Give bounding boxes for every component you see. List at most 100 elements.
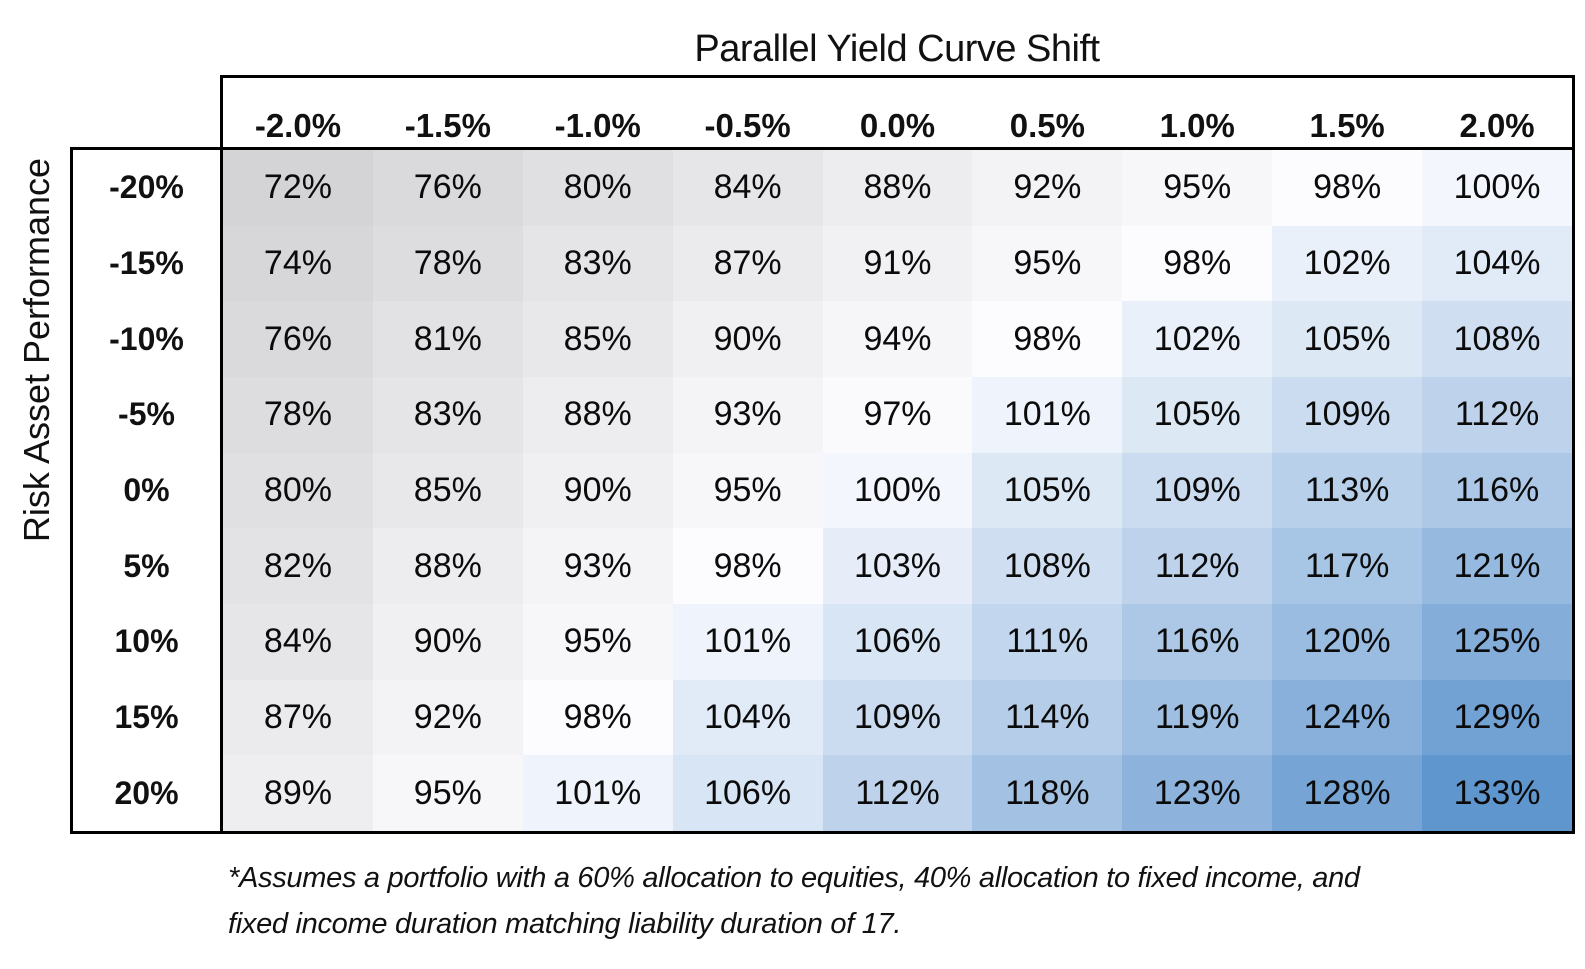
heatmap-cell: 92% xyxy=(372,679,523,756)
heatmap-cell: 91% xyxy=(822,225,973,302)
heatmap-cell: 109% xyxy=(822,679,973,756)
heatmap-cell: 112% xyxy=(1122,528,1273,604)
heatmap-cell: 95% xyxy=(672,452,823,529)
heatmap-cell: 98% xyxy=(1272,150,1423,226)
heatmap-cell: 95% xyxy=(522,603,673,680)
heatmap-cell: 87% xyxy=(672,225,823,302)
column-header-row: -2.0% -1.5% -1.0% -0.5% 0.0% 0.5% 1.0% 1.5% 2.0% xyxy=(220,75,1575,150)
heatmap-cell: 100% xyxy=(1422,150,1572,226)
heatmap-cell: 74% xyxy=(223,225,373,302)
heatmap-cell: 124% xyxy=(1272,679,1423,756)
heatmap-cell: 97% xyxy=(822,376,973,453)
column-header: -2.0% xyxy=(254,107,342,144)
heatmap-cell: 109% xyxy=(1122,452,1273,529)
heatmap-cell: 105% xyxy=(1122,376,1273,453)
footnote-line-2: fixed income duration matching liability… xyxy=(228,908,902,940)
heatmap-cell: 108% xyxy=(972,528,1123,604)
column-header: -1.0% xyxy=(554,107,641,144)
heatmap-cell: 81% xyxy=(372,301,523,377)
heatmap-cell: 119% xyxy=(1122,679,1273,756)
heatmap-cell: 125% xyxy=(1422,603,1572,680)
heatmap-cell: 100% xyxy=(822,452,973,529)
heatmap-cell: 76% xyxy=(372,150,523,226)
heatmap-cell: 78% xyxy=(372,225,523,302)
heatmap-cell: 102% xyxy=(1122,301,1273,377)
heatmap-cell: 72% xyxy=(223,150,373,226)
heatmap-cell: 93% xyxy=(672,376,823,453)
chart-title: Parallel Yield Curve Shift xyxy=(694,28,1100,70)
heatmap-cell: 104% xyxy=(1422,225,1572,302)
column-header: -0.5% xyxy=(704,107,791,144)
heatmap-cell: 106% xyxy=(822,603,973,680)
heatmap-cell: 102% xyxy=(1272,225,1423,302)
column-header: -1.5% xyxy=(404,107,491,144)
column-header: 1.0% xyxy=(1159,107,1235,144)
heatmap-cell: 80% xyxy=(223,452,373,529)
heatmap-cell: 105% xyxy=(972,452,1123,529)
heatmap-cell: 113% xyxy=(1272,452,1423,529)
heatmap-cell: 83% xyxy=(372,376,523,453)
heatmap-cell: 116% xyxy=(1422,452,1572,529)
heatmap-cell: 120% xyxy=(1272,603,1423,680)
heatmap-cell: 112% xyxy=(822,755,973,831)
heatmap-cell: 128% xyxy=(1272,755,1423,831)
heatmap-cell: 90% xyxy=(522,452,673,529)
heatmap-cell: 95% xyxy=(1122,150,1273,226)
heatmap-cell: 88% xyxy=(522,376,673,453)
row-label: -20% xyxy=(109,169,184,206)
footnote-line-1: *Assumes a portfolio with a 60% allocati… xyxy=(228,862,1360,894)
heatmap-cell: 94% xyxy=(822,301,973,377)
column-header: 1.5% xyxy=(1309,107,1385,144)
heatmap-cell: 133% xyxy=(1422,755,1572,831)
heatmap-cell: 80% xyxy=(522,150,673,226)
heatmap-grid: 72% 76% 80% 84% 88% 92% 95% 98% 100% 74% 78% 83% 87%… xyxy=(223,150,1572,831)
heatmap-cell: 84% xyxy=(223,603,373,680)
row-label: 10% xyxy=(114,623,179,660)
heatmap-cell: 123% xyxy=(1122,755,1273,831)
heatmap-cell: 98% xyxy=(522,679,673,756)
heatmap-cell: 118% xyxy=(972,755,1123,831)
heatmap-cell: 88% xyxy=(822,150,973,226)
row-label: -5% xyxy=(118,396,175,433)
heatmap-cell: 121% xyxy=(1422,528,1572,604)
heatmap-cell: 103% xyxy=(822,528,973,604)
row-label: 0% xyxy=(123,471,170,508)
heatmap-cell: 116% xyxy=(1122,603,1273,680)
heatmap-cell: 84% xyxy=(672,150,823,226)
heatmap-cell: 92% xyxy=(972,150,1123,226)
heatmap-cell: 95% xyxy=(372,755,523,831)
heatmap-cell: 117% xyxy=(1272,528,1423,604)
heatmap-cell: 89% xyxy=(223,755,373,831)
row-label: -15% xyxy=(109,244,184,281)
heatmap-cell: 87% xyxy=(223,679,373,756)
heatmap-cell: 88% xyxy=(372,528,523,604)
heatmap-cell: 98% xyxy=(1122,225,1273,302)
heatmap-cell: 108% xyxy=(1422,301,1572,377)
heatmap-cell: 95% xyxy=(972,225,1123,302)
heatmap-cell: 90% xyxy=(372,603,523,680)
column-header: 0.5% xyxy=(1009,107,1085,144)
heatmap-cell: 101% xyxy=(672,603,823,680)
row-label: 20% xyxy=(114,774,179,811)
heatmap-cell: 129% xyxy=(1422,679,1572,756)
row-label: -10% xyxy=(109,320,184,357)
heatmap-cell: 78% xyxy=(223,376,373,453)
heatmap-cell: 93% xyxy=(522,528,673,604)
row-label: 5% xyxy=(123,547,170,584)
heatmap-cell: 101% xyxy=(522,755,673,831)
heatmap-cell: 76% xyxy=(223,301,373,377)
heatmap-cell: 111% xyxy=(972,603,1123,680)
heatmap-cell: 85% xyxy=(522,301,673,377)
row-label-column: -20% -15% -10% -5% 0% 5% 10% 15% 20% xyxy=(73,150,223,831)
column-header: 0.0% xyxy=(859,107,936,144)
heatmap-cell: 101% xyxy=(972,376,1123,453)
heatmap-table: -20% -15% -10% -5% 0% 5% 10% 15% 20% 72% 76% 80% 84… xyxy=(70,147,1575,834)
heatmap-cell: 106% xyxy=(672,755,823,831)
heatmap-cell: 82% xyxy=(223,528,373,604)
heatmap-cell: 90% xyxy=(672,301,823,377)
y-axis-label: Risk Asset Performance xyxy=(16,157,57,543)
footnote: *Assumes a portfolio with a 60% allocati… xyxy=(228,855,1360,947)
column-header: 2.0% xyxy=(1459,107,1535,144)
heatmap-cell: 104% xyxy=(672,679,823,756)
